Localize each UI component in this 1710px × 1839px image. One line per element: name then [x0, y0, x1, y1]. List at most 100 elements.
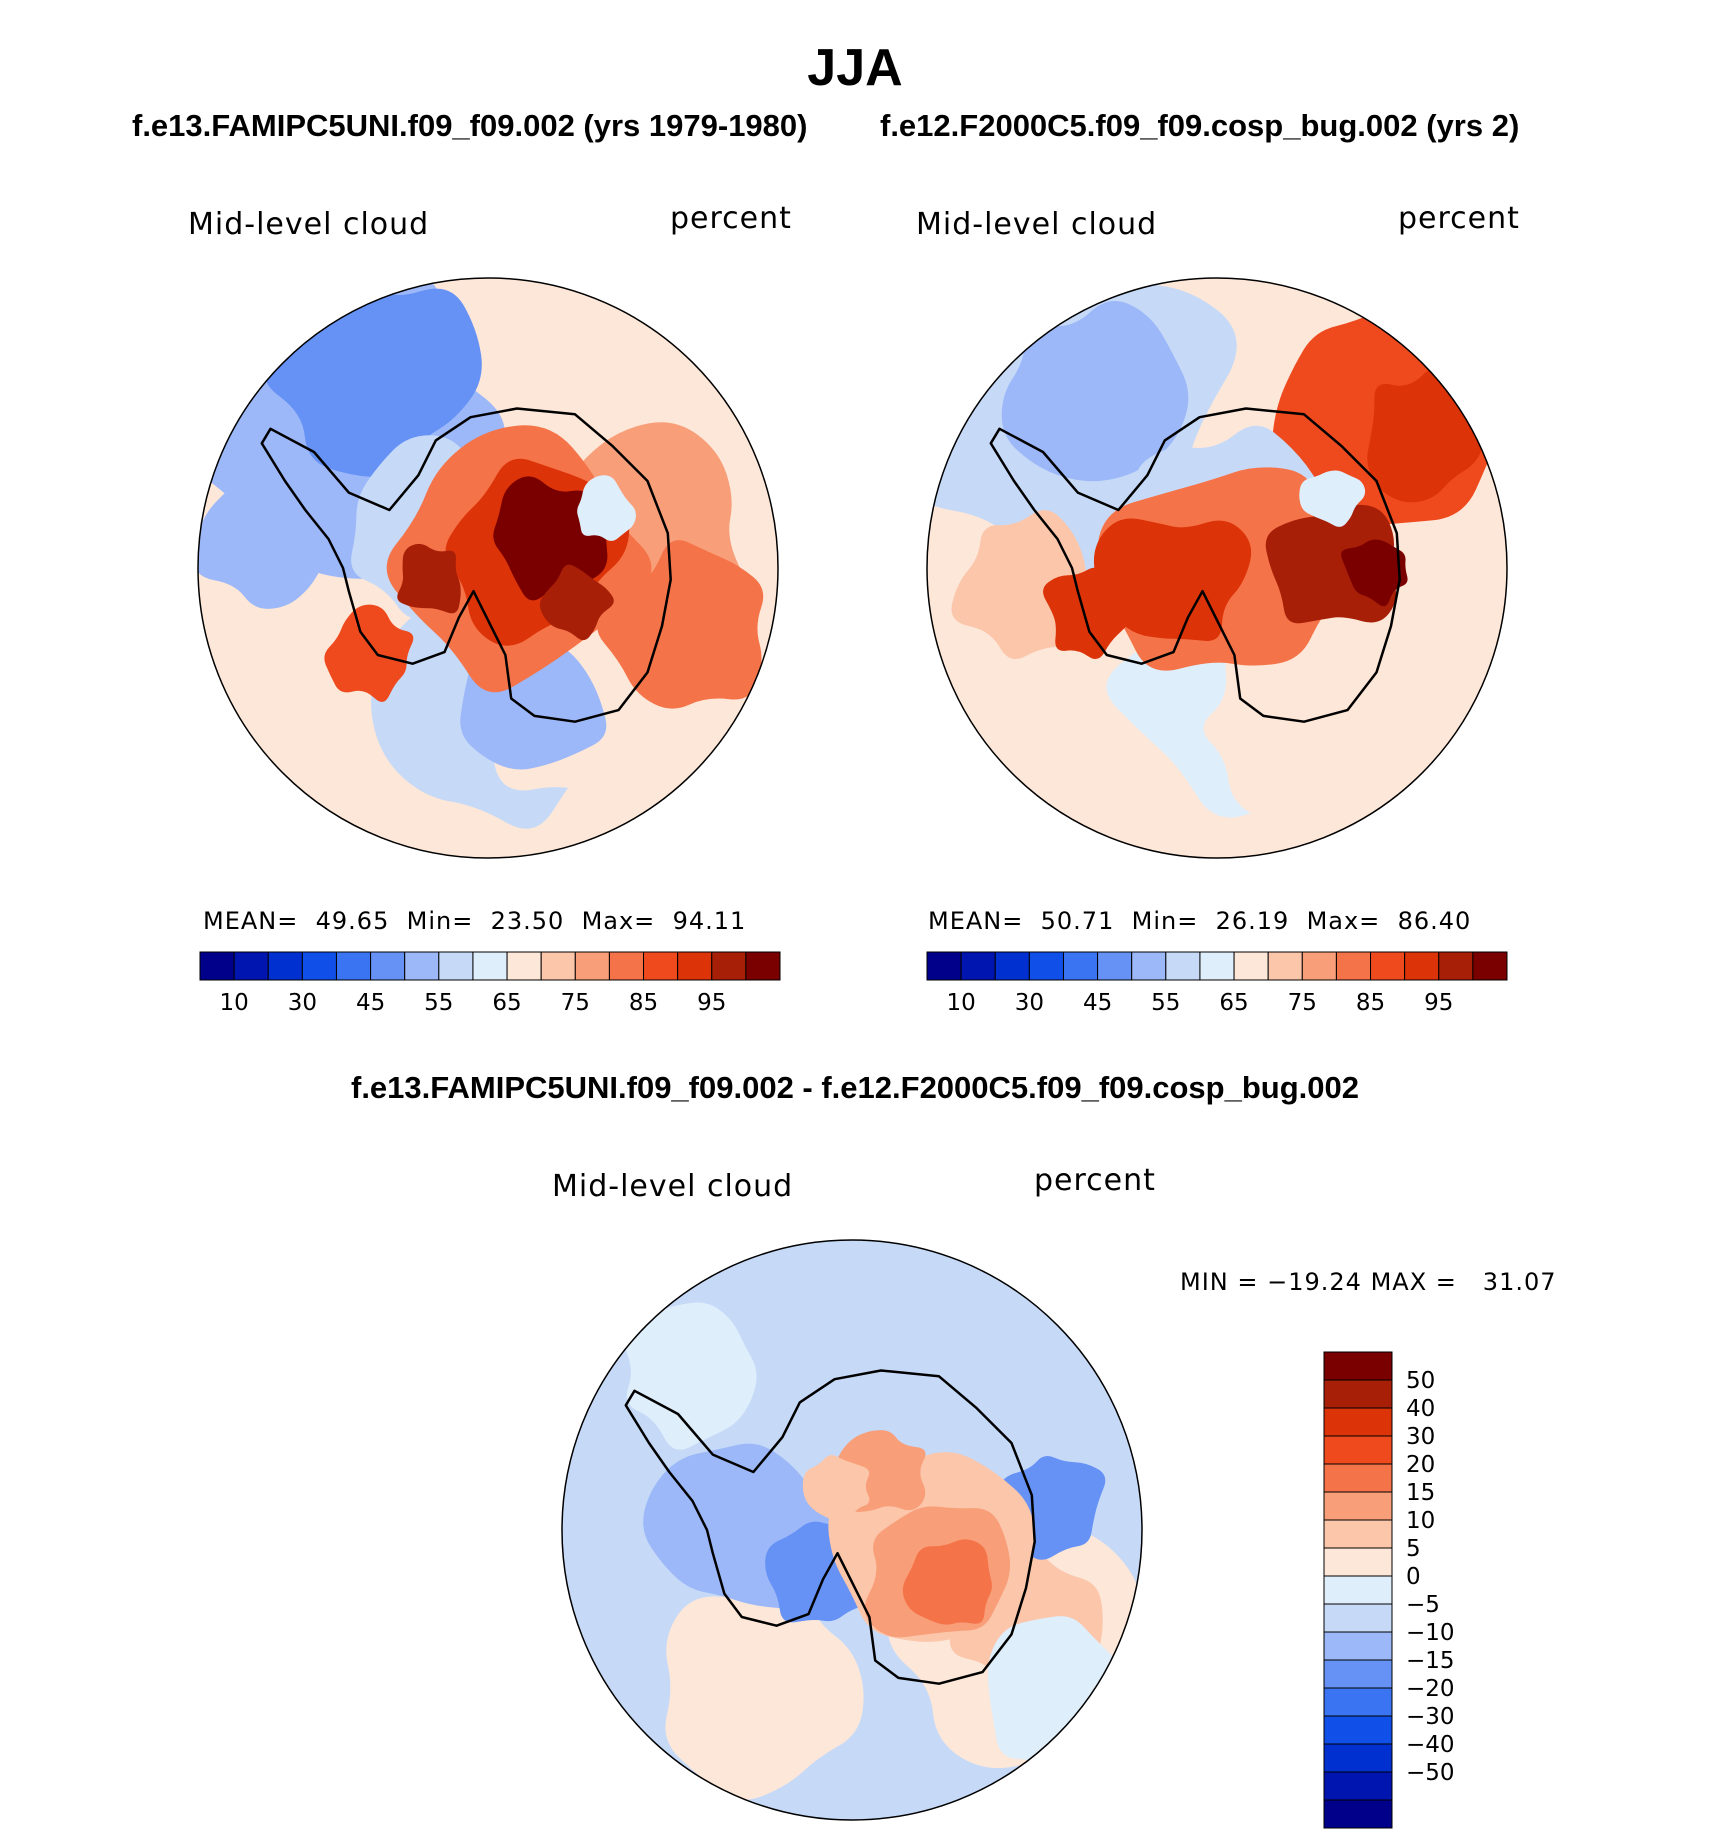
panel-2-title: Mid-level cloud — [916, 207, 1158, 242]
panel-3-coastline — [624, 1369, 1036, 1685]
panel-3-colorbar-label: 5 — [1406, 1536, 1421, 1562]
panel-3-colorbar-box — [1323, 1631, 1393, 1661]
panel-2-colorbar-box — [1404, 951, 1440, 981]
panel-3-colorbar-label: 30 — [1406, 1424, 1435, 1450]
panel-3-colorbar-label: 10 — [1406, 1508, 1435, 1534]
panel-2-colorbar-label: 85 — [1356, 990, 1385, 1016]
panel-2-colorbar-label: 30 — [1015, 990, 1044, 1016]
panel-1-map — [197, 277, 779, 859]
panel-3-colorbar-box — [1323, 1407, 1393, 1437]
panel-2-colorbar-label: 45 — [1083, 990, 1112, 1016]
panel-1-field-region — [324, 604, 414, 702]
panel-2-field-region — [1299, 470, 1366, 527]
panel-1-field-region — [198, 460, 342, 609]
panel-3-colorbar-box — [1323, 1519, 1393, 1549]
panel-3-field-region — [902, 1539, 992, 1625]
panel-3-min-label: MIN = — [1180, 1268, 1259, 1296]
panel-2-min-label: Min= — [1131, 907, 1199, 935]
panel-1-min-label: Min= — [406, 907, 474, 935]
panel-3-max-label: MAX = — [1370, 1268, 1457, 1296]
panel-1-contour-fill — [198, 278, 778, 858]
panel-1-max-label: Max= — [581, 907, 656, 935]
panel-1-colorbar-label: 55 — [424, 990, 453, 1016]
panel-3-colorbar-box — [1323, 1575, 1393, 1605]
panel-2-field-region — [1341, 539, 1408, 607]
panel-3-field-region — [624, 1302, 757, 1450]
panel-2-colorbar-box — [1233, 951, 1269, 981]
panel-2-colorbar-box — [1370, 951, 1406, 981]
panel-1-colorbar: 10 30 45 55 65 75 85 95 — [199, 951, 781, 1016]
panel-2-colorbar-box — [1301, 951, 1337, 981]
panel-2-stats: MEAN= 50.71 Min= 26.19 Max= 86.40 — [928, 907, 1471, 935]
panel-2-colorbar-label: 65 — [1219, 990, 1248, 1016]
panel-2-colorbar-box — [994, 951, 1030, 981]
panel-2-min-value: 26.19 — [1215, 907, 1290, 935]
panel-1-max-value: 94.11 — [672, 907, 747, 935]
panel-3-colorbar-box — [1323, 1771, 1393, 1801]
panel-3-colorbar-box — [1323, 1547, 1393, 1577]
panel-3-colorbar-label: −15 — [1406, 1648, 1455, 1674]
panel-3-colorbar-box — [1323, 1435, 1393, 1465]
control-case-title: f.e12.F2000C5.f09_f09.cosp_bug.002 (yrs … — [880, 108, 1520, 143]
panel-1-mean-label: MEAN= — [203, 907, 299, 935]
panel-3-colorbar-box — [1323, 1491, 1393, 1521]
panel-2-colorbar-box — [1165, 951, 1201, 981]
panel-1-colorbar-box — [711, 951, 747, 981]
panel-1-map-border — [197, 277, 779, 859]
panel-1-colorbar-label: 65 — [492, 990, 521, 1016]
test-case-title: f.e13.FAMIPC5UNI.f09_f09.002 (yrs 1979-1… — [132, 108, 808, 143]
panel-3-colorbar-box — [1323, 1659, 1393, 1689]
panel-3-stats: MIN = −19.24 MAX = 31.07 — [1180, 1268, 1557, 1296]
panel-3-colorbar-box — [1323, 1743, 1393, 1773]
panel-1-colorbar-box — [335, 951, 372, 981]
panel-1-colorbar-box — [267, 951, 303, 981]
panel-3-colorbar-box — [1323, 1799, 1393, 1829]
panel-3-colorbar-label: −50 — [1406, 1760, 1455, 1786]
panel-2-max-value: 86.40 — [1397, 907, 1472, 935]
panel-3-min-value: −19.24 — [1267, 1268, 1362, 1296]
panel-1-units: percent — [670, 201, 792, 236]
panel-2-map-border — [926, 277, 1508, 859]
panel-2-units: percent — [1398, 201, 1520, 236]
panel-2-contour-fill — [927, 278, 1507, 858]
panel-1-colorbar-label: 95 — [697, 990, 726, 1016]
panel-3-map-border — [561, 1239, 1143, 1821]
panel-2-mean-value: 50.71 — [1040, 907, 1115, 935]
panel-1-colorbar-box — [370, 951, 406, 981]
panel-1-colorbar-box — [506, 951, 542, 981]
panel-2-colorbar-box — [926, 951, 962, 981]
panel-2-max-label: Max= — [1306, 907, 1381, 935]
panel-1-min-value: 23.50 — [490, 907, 565, 935]
panel-1-colorbar-label: 75 — [561, 990, 590, 1016]
panel-1-colorbar-box — [677, 951, 713, 981]
panel-2-colorbar: 10 30 45 55 65 75 85 95 — [926, 951, 1508, 1016]
panel-3-colorbar-label: 15 — [1406, 1480, 1435, 1506]
panel-1-colorbar-box — [540, 951, 576, 981]
panel-1-colorbar-box — [404, 951, 440, 981]
panel-1-colorbar-box — [438, 951, 474, 981]
panel-1-colorbar-box — [643, 951, 679, 981]
panel-1-colorbar-box — [472, 951, 508, 981]
panel-2-colorbar-label: 95 — [1424, 990, 1453, 1016]
panel-1-colorbar-label: 30 — [288, 990, 317, 1016]
panel-1-stats: MEAN= 49.65 Min= 23.50 Max= 94.11 — [203, 907, 746, 935]
panel-2-colorbar-label: 75 — [1288, 990, 1317, 1016]
panel-1-mean-value: 49.65 — [315, 907, 390, 935]
panel-3-colorbar-box — [1323, 1687, 1393, 1717]
panel-2-colorbar-box — [1199, 951, 1235, 981]
panel-1-field-region — [522, 491, 580, 557]
season-title: JJA — [807, 39, 903, 97]
panel-2-colorbar-box — [960, 951, 996, 981]
panel-2-coastline — [989, 407, 1401, 723]
panel-3-title: Mid-level cloud — [552, 1169, 794, 1204]
panel-3-colorbar-label: 20 — [1406, 1452, 1435, 1478]
panel-3-colorbar-box — [1323, 1379, 1393, 1409]
panel-3-colorbar-label: 50 — [1406, 1368, 1435, 1394]
panel-3-units: percent — [1034, 1163, 1156, 1198]
panel-1-field-region — [577, 475, 636, 541]
panel-3-max-value: 31.07 — [1482, 1268, 1557, 1296]
panel-3-colorbar-label: −30 — [1406, 1704, 1455, 1730]
panel-2-map — [926, 277, 1508, 859]
panel-2-colorbar-label: 55 — [1151, 990, 1180, 1016]
